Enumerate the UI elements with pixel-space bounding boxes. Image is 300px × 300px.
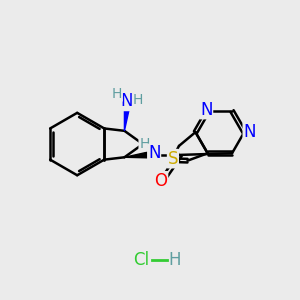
- Text: H: H: [139, 136, 149, 151]
- Polygon shape: [124, 152, 149, 158]
- Text: N: N: [120, 92, 133, 110]
- Text: N: N: [200, 100, 212, 118]
- Text: H: H: [168, 251, 181, 269]
- Text: N: N: [243, 123, 256, 141]
- Text: H: H: [133, 93, 143, 107]
- Text: S: S: [168, 150, 178, 168]
- Text: H: H: [112, 87, 122, 101]
- Text: O: O: [154, 172, 167, 190]
- Text: Cl: Cl: [133, 251, 149, 269]
- Text: N: N: [148, 144, 161, 162]
- Polygon shape: [124, 103, 130, 131]
